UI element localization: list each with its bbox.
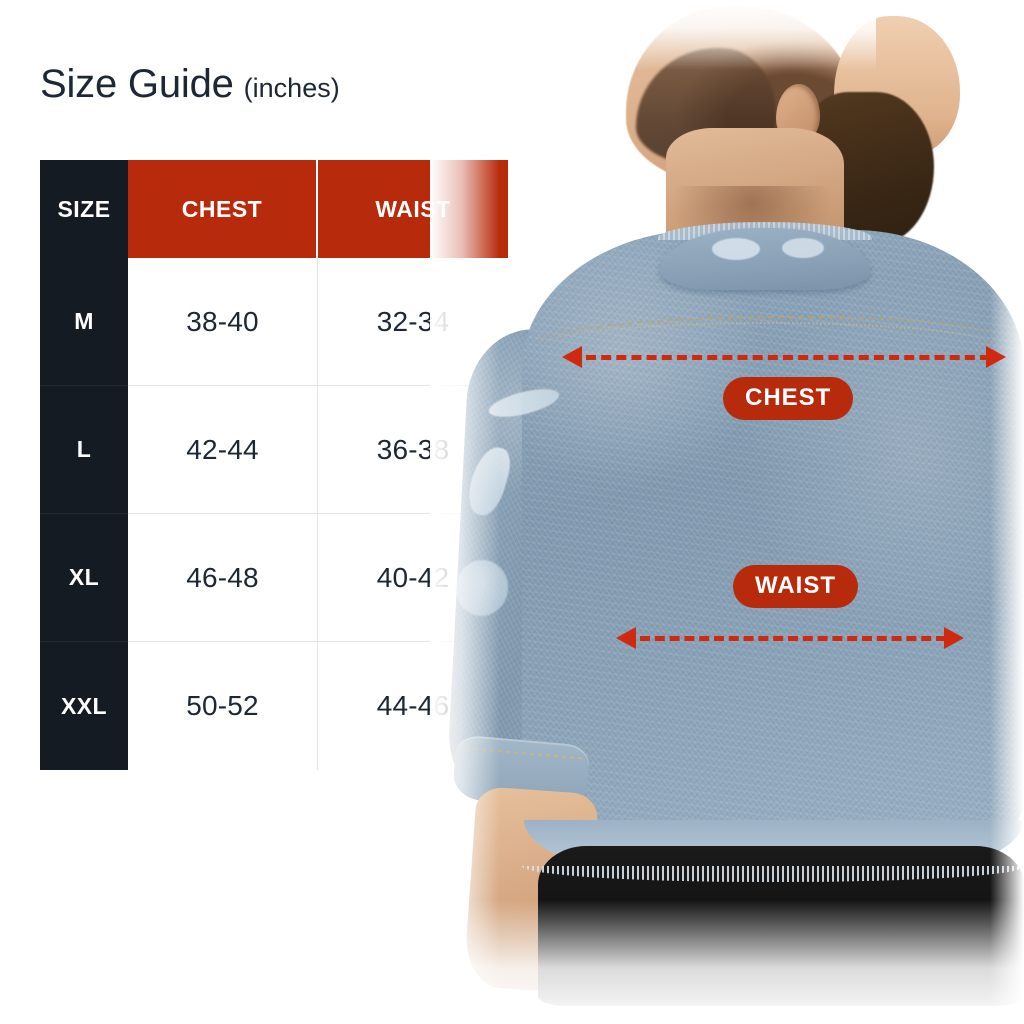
- table-cell-size: XXL: [40, 642, 128, 770]
- collar-distress-patch: [712, 238, 760, 260]
- product-photo: [430, 0, 1024, 1024]
- chest-measure-line: [586, 355, 990, 360]
- table-header-chest-label: CHEST: [181, 195, 263, 222]
- shirt-collar: [660, 228, 870, 290]
- table-header-size-label: SIZE: [57, 195, 111, 222]
- photo-fade-bottom: [430, 900, 1024, 1024]
- table-header-size: SIZE: [40, 160, 128, 258]
- chest-badge: CHEST: [723, 377, 854, 420]
- chest-value: 38-40: [186, 305, 259, 337]
- photo-fade-left: [430, 0, 500, 1024]
- shirt-hem-fray: [522, 866, 1024, 882]
- chest-value: 42-44: [186, 433, 259, 465]
- page-title-unit: (inches): [243, 73, 340, 103]
- size-value: L: [76, 436, 92, 462]
- chest-arrow-left-icon: [562, 346, 582, 368]
- collar-distress-patch: [782, 238, 824, 258]
- chest-value: 46-48: [186, 561, 259, 593]
- chest-value: 50-52: [186, 690, 259, 721]
- table-cell-size: XL: [40, 514, 128, 642]
- waist-arrow-left-icon: [616, 627, 636, 649]
- table-cell-chest: 38-40: [128, 258, 318, 386]
- table-cell-chest: 46-48: [128, 514, 318, 642]
- photo-fade-right: [990, 0, 1024, 1024]
- chest-arrow-right-icon: [986, 346, 1006, 368]
- size-value: XXL: [61, 692, 107, 719]
- table-cell-chest: 50-52: [128, 642, 318, 770]
- head-top-fade: [616, 0, 876, 70]
- table-header-chest: CHEST: [128, 160, 318, 258]
- page-title: Size Guide (inches): [40, 64, 340, 104]
- size-value: XL: [68, 564, 100, 590]
- waist-arrow-right-icon: [944, 627, 964, 649]
- table-cell-size: M: [40, 258, 128, 386]
- page-title-main: Size Guide: [40, 62, 234, 106]
- table-cell-chest: 42-44: [128, 386, 318, 514]
- shoulder-yoke-seam-inner: [536, 322, 1000, 348]
- waist-badge: WAIST: [733, 565, 858, 608]
- waist-measure-line: [640, 636, 946, 641]
- size-value: M: [74, 308, 94, 334]
- table-cell-size: L: [40, 386, 128, 514]
